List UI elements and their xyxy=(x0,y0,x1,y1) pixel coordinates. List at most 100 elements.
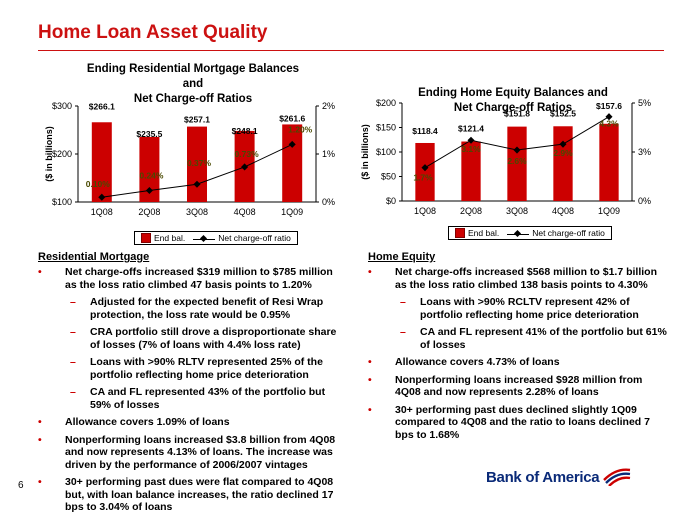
y-tick-label: $100 xyxy=(52,197,72,207)
y2-tick-label: 0% xyxy=(638,196,651,206)
ratio-value-label: 0.24% xyxy=(139,170,164,180)
y2-tick-label: 0% xyxy=(322,197,335,207)
legend-line-label: Net charge-off ratio xyxy=(532,228,605,238)
x-tick-label: 2Q08 xyxy=(138,207,160,217)
bar-2Q08 xyxy=(139,136,160,202)
ratio-point-3Q08 xyxy=(513,146,521,154)
bar-3Q08 xyxy=(187,126,207,202)
bar-value-label: $235.5 xyxy=(136,129,162,139)
bank-of-america-flagscape-icon xyxy=(603,468,631,486)
chart2-title: Ending Home Equity Balances and Net Char… xyxy=(408,86,618,116)
residential-heading: Residential Mortgage xyxy=(38,251,150,263)
home-equity-bullet-2: Loans with >90% RCLTV represent 42% of p… xyxy=(368,296,668,321)
home-equity-bullet-1: Net charge-offs increased $568 million t… xyxy=(368,266,668,291)
ratio-value-label: 2.6% xyxy=(507,156,527,166)
x-tick-label: 3Q08 xyxy=(186,207,208,217)
legend-bar-label: End bal. xyxy=(468,227,500,238)
residential-bullet-1: Net charge-offs increased $319 million t… xyxy=(38,266,346,291)
ratio-point-4Q08 xyxy=(559,140,567,148)
y-axis-label: ($ in billions) xyxy=(360,124,370,180)
bar-2Q08 xyxy=(461,141,481,201)
legend-line-swatch-icon xyxy=(507,230,530,238)
legend-line-swatch-icon xyxy=(193,235,216,243)
chart-residential-svg: $100 $200 $300 0% 1% 2% ($ in billions) $266.1 1… xyxy=(44,101,335,217)
home-equity-bullet-5: Nonperforming loans increased $928 milli… xyxy=(368,374,668,399)
residential-bullet-2: Adjusted for the expected benefit of Res… xyxy=(38,296,346,321)
y-tick-label: $0 xyxy=(386,196,396,206)
ratio-point-1Q08 xyxy=(421,164,429,172)
residential-bullet-3: CRA portfolio still drove a disproportio… xyxy=(38,326,346,351)
x-tick-label: 2Q08 xyxy=(460,206,482,216)
chart1-title-line2: Net Charge-off Ratios xyxy=(133,93,253,105)
bar-value-label: $157.6 xyxy=(596,101,622,111)
chart2-legend: End bal. Net charge-off ratio xyxy=(448,226,612,240)
y-tick-label: $50 xyxy=(381,172,396,182)
y-tick-label: $300 xyxy=(52,101,72,111)
bar-value-label: $121.4 xyxy=(458,124,484,134)
home-equity-bullet-6: 30+ performing past dues declined slight… xyxy=(368,404,668,442)
ratio-value-label: 0.10% xyxy=(86,179,111,189)
y2-tick-label: 3% xyxy=(638,147,651,157)
residential-bullet-8: 30+ performing past dues were flat compa… xyxy=(38,476,346,514)
ratio-value-label: 4.3% xyxy=(599,119,619,129)
bar-1Q09 xyxy=(282,124,303,202)
ratio-value-label: 1.7% xyxy=(413,173,433,183)
residential-bullet-4: Loans with >90% RLTV represented 25% of … xyxy=(38,356,346,381)
page-number: 6 xyxy=(18,480,24,491)
ratio-value-label: 3.1% xyxy=(461,144,481,154)
title-divider xyxy=(38,50,664,51)
x-tick-label: 1Q09 xyxy=(598,206,620,216)
ratio-point-2Q08 xyxy=(145,186,153,195)
y-tick-label: $200 xyxy=(52,149,72,159)
chart1-title-line1: Ending Residential Mortgage Balances and xyxy=(86,63,300,90)
legend-line-item: Net charge-off ratio xyxy=(507,228,605,238)
ratio-point-3Q08 xyxy=(193,180,201,188)
home-equity-heading: Home Equity xyxy=(368,251,436,263)
chart-home-equity-svg: $0 $50 $100 $150 $200 0% 3% 5% ($ in billions) $1… xyxy=(360,98,651,216)
legend-bar-label: End bal. xyxy=(154,232,186,243)
bar-value-label: $261.6 xyxy=(279,113,305,123)
chart2-title-line2: Net Charge-off Ratios xyxy=(453,102,573,114)
y-axis-label: ($ in billions) xyxy=(44,126,54,182)
bar-1Q08 xyxy=(91,122,112,202)
residential-bullet-5: CA and FL represented 43% of the portfol… xyxy=(38,386,346,411)
legend-bar-item: End bal. xyxy=(141,233,185,244)
bar-value-label: $151.8 xyxy=(504,109,530,119)
chart-home-equity: $0 $50 $100 $150 $200 0% 3% 5% ($ in billions) $1… xyxy=(340,0,680,260)
bar-value-label: $257.1 xyxy=(184,115,210,125)
x-tick-label: 1Q09 xyxy=(281,207,303,217)
legend-line-item: Net charge-off ratio xyxy=(193,233,291,243)
chart2-title-line1: Ending Home Equity Balances and xyxy=(418,87,608,99)
home-equity-bullet-3: CA and FL represent 41% of the portfolio… xyxy=(368,326,668,351)
x-tick-label: 4Q08 xyxy=(552,206,574,216)
bar-1Q08 xyxy=(415,142,435,201)
y-tick-label: $200 xyxy=(376,98,396,108)
y2-tick-label: 1% xyxy=(322,149,335,159)
bar-1Q09 xyxy=(599,123,619,201)
bar-value-label: $152.5 xyxy=(550,108,576,118)
legend-bar-swatch-icon xyxy=(455,228,465,239)
bar-4Q08 xyxy=(553,126,573,201)
home-equity-bullet-4: Allowance covers 4.73% of loans xyxy=(368,356,668,369)
legend-line-label: Net charge-off ratio xyxy=(218,233,291,243)
ratio-value-label: 0.73% xyxy=(235,149,260,159)
ratio-point-1Q08 xyxy=(98,193,106,201)
y-tick-label: $100 xyxy=(376,147,396,157)
y2-tick-label: 2% xyxy=(322,101,335,111)
residential-bullet-7: Nonperforming loans increased $3.8 billi… xyxy=(38,434,346,472)
residential-bullet-6: Allowance covers 1.09% of loans xyxy=(38,416,346,429)
ratio-value-label: 1.20% xyxy=(288,124,313,134)
ratio-point-2Q08 xyxy=(467,136,475,144)
ratio-point-1Q09 xyxy=(288,140,296,148)
ratio-point-1Q09 xyxy=(605,113,613,121)
logo-text: Bank of America xyxy=(486,468,600,486)
bank-logo: Bank of America xyxy=(486,468,632,486)
bar-value-label: $266.1 xyxy=(89,101,115,111)
bar-value-label: $248.1 xyxy=(232,126,258,136)
legend-bar-item: End bal. xyxy=(455,228,499,239)
y2-tick-label: 5% xyxy=(638,98,651,108)
ratio-point-4Q08 xyxy=(241,163,249,171)
chart1-legend: End bal. Net charge-off ratio xyxy=(134,231,298,245)
chart-residential: $100 $200 $300 0% 1% 2% ($ in billions) $266.1 1… xyxy=(0,0,340,260)
bar-3Q08 xyxy=(507,126,527,201)
